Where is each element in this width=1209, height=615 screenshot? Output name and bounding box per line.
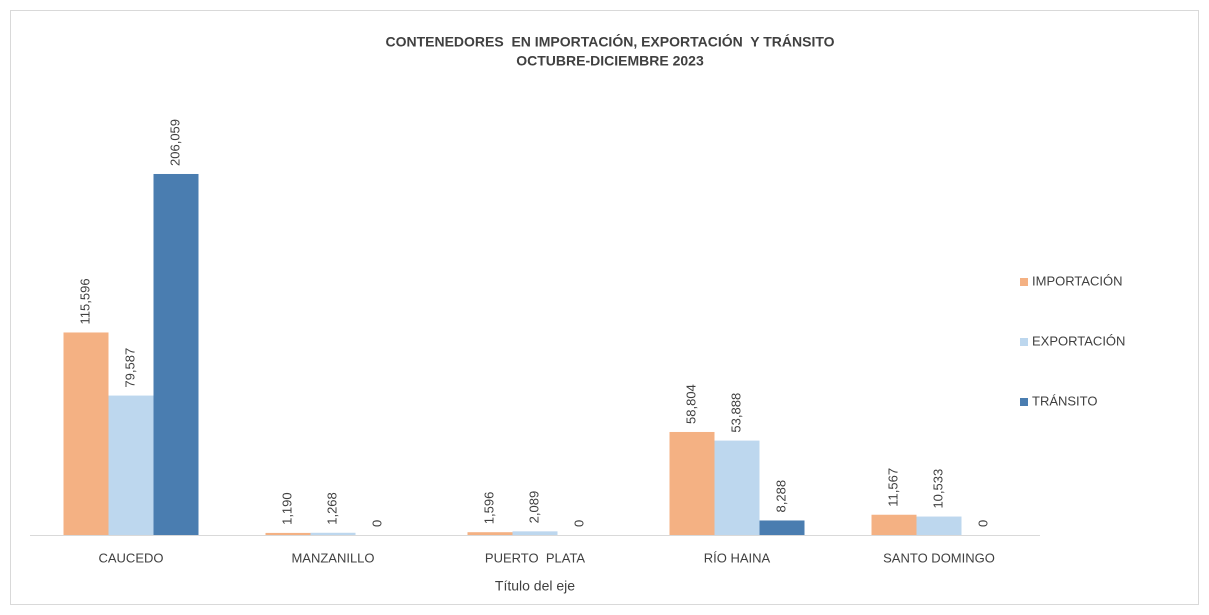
data-label: 11,567 [885, 468, 900, 507]
x-tick-label: RÍO HAINA [704, 550, 771, 565]
legend-swatch [1020, 278, 1028, 286]
data-label: 0 [975, 520, 990, 527]
bar [714, 440, 760, 535]
data-label: 58,804 [683, 384, 698, 424]
data-label: 1,190 [279, 492, 294, 525]
bar [512, 531, 558, 535]
bar [265, 532, 311, 535]
bar [108, 395, 154, 535]
data-label: 206,059 [167, 119, 182, 166]
data-label: 115,596 [77, 278, 92, 324]
bar [669, 431, 715, 535]
x-tick-label: PUERTO PLATA [485, 550, 586, 565]
data-label: 1,596 [481, 492, 496, 525]
data-label: 1,268 [324, 492, 339, 525]
bar [916, 516, 962, 535]
data-label: 8,288 [773, 480, 788, 513]
chart-title: CONTENEDORES EN IMPORTACIÓN, EXPORTACIÓN… [385, 33, 834, 50]
legend-label: TRÁNSITO [1032, 393, 1098, 408]
bar [759, 520, 805, 535]
chart-border [10, 10, 1199, 605]
bar [153, 173, 199, 536]
data-label: 10,533 [930, 469, 945, 509]
x-tick-label: MANZANILLO [291, 550, 374, 565]
x-axis-title: Título del eje [495, 578, 575, 594]
bar [871, 514, 917, 535]
data-label: 0 [571, 520, 586, 527]
data-label: 53,888 [728, 393, 743, 433]
bar [63, 332, 109, 535]
x-tick-label: CAUCEDO [98, 550, 163, 565]
data-label: 0 [369, 520, 384, 527]
legend-label: EXPORTACIÓN [1032, 333, 1125, 348]
legend-swatch [1020, 398, 1028, 406]
data-label: 2,089 [526, 491, 541, 524]
data-label: 79,587 [122, 348, 137, 388]
x-tick-label: SANTO DOMINGO [883, 550, 995, 565]
legend-label: IMPORTACIÓN [1032, 273, 1123, 288]
bar [310, 532, 356, 535]
bar [467, 532, 513, 535]
legend-swatch [1020, 338, 1028, 346]
chart-subtitle: OCTUBRE-DICIEMBRE 2023 [516, 53, 704, 69]
